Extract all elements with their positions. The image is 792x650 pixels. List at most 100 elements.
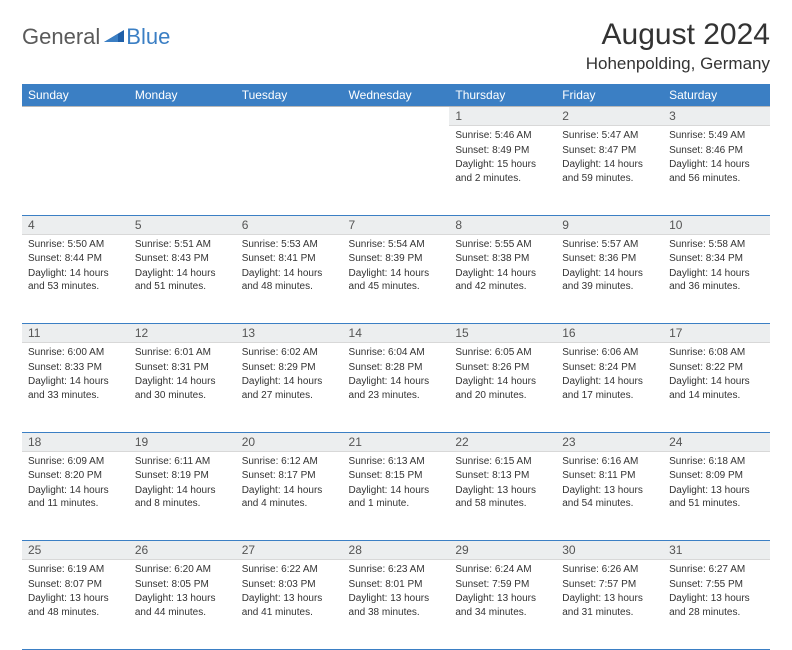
day-number: 28 (343, 541, 450, 560)
sunset-line: Sunset: 8:49 PM (455, 144, 550, 158)
day-number: 31 (663, 541, 770, 560)
daylight-line: Daylight: 14 hours and 48 minutes. (242, 267, 337, 294)
day-cell (343, 126, 450, 215)
sunset-line: Sunset: 7:55 PM (669, 578, 764, 592)
day-of-week-header: Friday (556, 84, 663, 107)
day-details: Sunrise: 6:13 AMSunset: 8:15 PMDaylight:… (343, 452, 450, 511)
day-number: 24 (663, 433, 770, 452)
day-number: 5 (129, 216, 236, 235)
sunrise-line: Sunrise: 6:13 AM (349, 455, 444, 469)
daylight-line: Daylight: 13 hours and 34 minutes. (455, 592, 550, 619)
day-number: 20 (236, 433, 343, 452)
day-details: Sunrise: 6:27 AMSunset: 7:55 PMDaylight:… (663, 560, 770, 619)
daylight-line: Daylight: 14 hours and 59 minutes. (562, 158, 657, 185)
day-cell: Sunrise: 5:46 AMSunset: 8:49 PMDaylight:… (449, 126, 556, 215)
week-row: Sunrise: 6:09 AMSunset: 8:20 PMDaylight:… (22, 452, 770, 541)
day-number: 9 (556, 216, 663, 235)
day-cell: Sunrise: 6:24 AMSunset: 7:59 PMDaylight:… (449, 560, 556, 649)
day-details: Sunrise: 6:08 AMSunset: 8:22 PMDaylight:… (663, 343, 770, 402)
sunrise-line: Sunrise: 6:05 AM (455, 346, 550, 360)
day-number-cell: 16 (556, 324, 663, 344)
day-number-cell (236, 107, 343, 127)
day-number-cell: 4 (22, 215, 129, 235)
day-details: Sunrise: 5:58 AMSunset: 8:34 PMDaylight:… (663, 235, 770, 294)
day-of-week-header: Wednesday (343, 84, 450, 107)
calendar-page: General Blue August 2024 Hohenpolding, G… (0, 0, 792, 612)
day-number-cell: 25 (22, 541, 129, 561)
day-details: Sunrise: 5:49 AMSunset: 8:46 PMDaylight:… (663, 126, 770, 185)
day-number-cell: 19 (129, 432, 236, 452)
logo-text-general: General (22, 24, 100, 50)
sunset-line: Sunset: 8:44 PM (28, 252, 123, 266)
sunset-line: Sunset: 8:24 PM (562, 361, 657, 375)
sunset-line: Sunset: 8:01 PM (349, 578, 444, 592)
day-number: 30 (556, 541, 663, 560)
day-details: Sunrise: 6:01 AMSunset: 8:31 PMDaylight:… (129, 343, 236, 402)
day-cell: Sunrise: 6:20 AMSunset: 8:05 PMDaylight:… (129, 560, 236, 649)
sunset-line: Sunset: 8:38 PM (455, 252, 550, 266)
daylight-line: Daylight: 14 hours and 30 minutes. (135, 375, 230, 402)
day-number-cell: 12 (129, 324, 236, 344)
day-cell (129, 126, 236, 215)
day-cell: Sunrise: 5:54 AMSunset: 8:39 PMDaylight:… (343, 235, 450, 324)
week-row: Sunrise: 5:50 AMSunset: 8:44 PMDaylight:… (22, 235, 770, 324)
day-cell: Sunrise: 6:02 AMSunset: 8:29 PMDaylight:… (236, 343, 343, 432)
sunset-line: Sunset: 8:46 PM (669, 144, 764, 158)
sunrise-line: Sunrise: 6:19 AM (28, 563, 123, 577)
sunset-line: Sunset: 8:20 PM (28, 469, 123, 483)
daylight-line: Daylight: 13 hours and 54 minutes. (562, 484, 657, 511)
daylight-line: Daylight: 14 hours and 1 minute. (349, 484, 444, 511)
day-details: Sunrise: 5:47 AMSunset: 8:47 PMDaylight:… (556, 126, 663, 185)
day-number-cell (129, 107, 236, 127)
day-number: 12 (129, 324, 236, 343)
day-number-cell: 10 (663, 215, 770, 235)
day-details: Sunrise: 5:51 AMSunset: 8:43 PMDaylight:… (129, 235, 236, 294)
day-details: Sunrise: 6:02 AMSunset: 8:29 PMDaylight:… (236, 343, 343, 402)
logo: General Blue (22, 24, 170, 50)
sunrise-line: Sunrise: 6:27 AM (669, 563, 764, 577)
day-number-cell: 14 (343, 324, 450, 344)
daylight-line: Daylight: 14 hours and 36 minutes. (669, 267, 764, 294)
sunrise-line: Sunrise: 6:24 AM (455, 563, 550, 577)
daylight-line: Daylight: 14 hours and 53 minutes. (28, 267, 123, 294)
day-details: Sunrise: 6:23 AMSunset: 8:01 PMDaylight:… (343, 560, 450, 619)
sunset-line: Sunset: 8:19 PM (135, 469, 230, 483)
sunset-line: Sunset: 8:34 PM (669, 252, 764, 266)
day-cell: Sunrise: 6:22 AMSunset: 8:03 PMDaylight:… (236, 560, 343, 649)
day-cell: Sunrise: 6:04 AMSunset: 8:28 PMDaylight:… (343, 343, 450, 432)
page-header: General Blue August 2024 Hohenpolding, G… (22, 18, 770, 74)
day-details: Sunrise: 6:00 AMSunset: 8:33 PMDaylight:… (22, 343, 129, 402)
sunrise-line: Sunrise: 5:54 AM (349, 238, 444, 252)
day-cell: Sunrise: 6:16 AMSunset: 8:11 PMDaylight:… (556, 452, 663, 541)
day-details: Sunrise: 6:18 AMSunset: 8:09 PMDaylight:… (663, 452, 770, 511)
day-number-cell: 27 (236, 541, 343, 561)
sunset-line: Sunset: 8:05 PM (135, 578, 230, 592)
day-number-cell: 20 (236, 432, 343, 452)
sunrise-line: Sunrise: 6:08 AM (669, 346, 764, 360)
day-number (22, 107, 129, 112)
day-number-cell: 15 (449, 324, 556, 344)
sunset-line: Sunset: 8:22 PM (669, 361, 764, 375)
day-number-cell: 1 (449, 107, 556, 127)
day-of-week-header: Tuesday (236, 84, 343, 107)
day-details: Sunrise: 5:46 AMSunset: 8:49 PMDaylight:… (449, 126, 556, 185)
day-number-cell: 11 (22, 324, 129, 344)
sunset-line: Sunset: 7:57 PM (562, 578, 657, 592)
sunset-line: Sunset: 8:17 PM (242, 469, 337, 483)
day-number-cell: 21 (343, 432, 450, 452)
day-number-cell: 24 (663, 432, 770, 452)
sunrise-line: Sunrise: 6:23 AM (349, 563, 444, 577)
day-number (236, 107, 343, 112)
day-cell: Sunrise: 6:27 AMSunset: 7:55 PMDaylight:… (663, 560, 770, 649)
day-cell (236, 126, 343, 215)
day-cell: Sunrise: 5:47 AMSunset: 8:47 PMDaylight:… (556, 126, 663, 215)
sunset-line: Sunset: 8:07 PM (28, 578, 123, 592)
day-number: 21 (343, 433, 450, 452)
sunset-line: Sunset: 8:41 PM (242, 252, 337, 266)
sunrise-line: Sunrise: 6:22 AM (242, 563, 337, 577)
sunrise-line: Sunrise: 5:50 AM (28, 238, 123, 252)
day-of-week-row: SundayMondayTuesdayWednesdayThursdayFrid… (22, 84, 770, 107)
sunset-line: Sunset: 8:13 PM (455, 469, 550, 483)
day-number: 27 (236, 541, 343, 560)
day-details: Sunrise: 6:06 AMSunset: 8:24 PMDaylight:… (556, 343, 663, 402)
